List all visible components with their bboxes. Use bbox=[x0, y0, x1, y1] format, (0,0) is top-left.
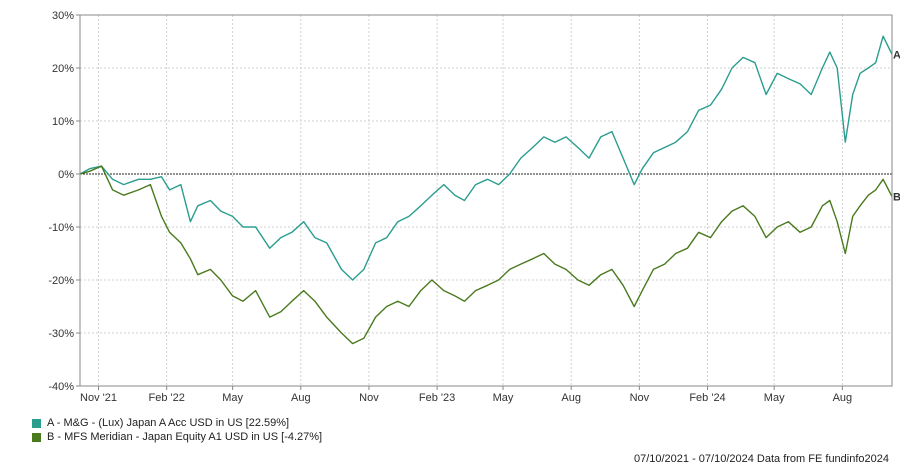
y-axis-ticks: 30% 20% 10% 0% -10% -20% -30% -40% bbox=[48, 10, 80, 393]
y-tick-label: -20% bbox=[48, 275, 74, 287]
legend-item-a: A - M&G - (Lux) Japan A Acc USD in US [2… bbox=[32, 416, 322, 430]
series-line-b bbox=[79, 165, 893, 345]
footer-date-range: 07/10/2021 - 07/10/2024 bbox=[633, 453, 754, 465]
y-tick-label: -10% bbox=[48, 222, 74, 234]
line-chart: 30% 20% 10% 0% -10% -20% -30% -40% Nov '21 Feb '… bbox=[48, 10, 900, 404]
series-lines bbox=[79, 35, 893, 345]
series-end-label: A bbox=[893, 49, 900, 61]
y-tick-label: -40% bbox=[48, 381, 74, 393]
x-tick-label: May bbox=[764, 392, 785, 404]
footer: 07/10/2021 - 07/10/2024 Data from FE fun… bbox=[634, 453, 889, 465]
gridlines bbox=[80, 14, 892, 387]
legend-label-b: B - MFS Meridian - Japan Equity A1 USD i… bbox=[47, 431, 323, 443]
legend-swatch-a bbox=[32, 418, 41, 428]
x-axis-ticks: Nov '21 Feb '22 May Aug Nov Feb '23 May Aug Nov F… bbox=[80, 386, 852, 404]
x-tick-label: Nov '21 bbox=[80, 392, 117, 404]
series-end-labels: AB bbox=[893, 49, 900, 203]
x-tick-label: Feb '22 bbox=[149, 392, 185, 404]
y-tick-label: 0% bbox=[58, 169, 74, 181]
legend-item-b: B - MFS Meridian - Japan Equity A1 USD i… bbox=[32, 430, 322, 444]
y-tick-label: 10% bbox=[52, 116, 74, 128]
x-tick-label: Aug bbox=[291, 392, 311, 404]
legend-swatch-b bbox=[32, 432, 41, 442]
x-tick-label: Aug bbox=[561, 392, 581, 404]
x-tick-label: Nov bbox=[359, 392, 379, 404]
legend-label-a: A - M&G - (Lux) Japan A Acc USD in US [2… bbox=[47, 417, 290, 429]
y-tick-label: 30% bbox=[52, 10, 74, 22]
x-tick-label: Aug bbox=[833, 392, 853, 404]
series-line-a bbox=[79, 35, 893, 281]
series-end-label: B bbox=[893, 192, 900, 204]
y-tick-label: 20% bbox=[52, 63, 74, 75]
legend: A - M&G - (Lux) Japan A Acc USD in US [2… bbox=[32, 416, 322, 444]
x-tick-label: Nov bbox=[630, 392, 650, 404]
plot-border bbox=[79, 14, 893, 387]
x-tick-label: May bbox=[222, 392, 243, 404]
footer-source: Data from FE fundinfo2024 bbox=[756, 453, 889, 465]
x-tick-label: Feb '23 bbox=[419, 392, 455, 404]
x-tick-label: Feb '24 bbox=[689, 392, 725, 404]
x-tick-label: May bbox=[493, 392, 514, 404]
y-tick-label: -30% bbox=[48, 328, 74, 340]
